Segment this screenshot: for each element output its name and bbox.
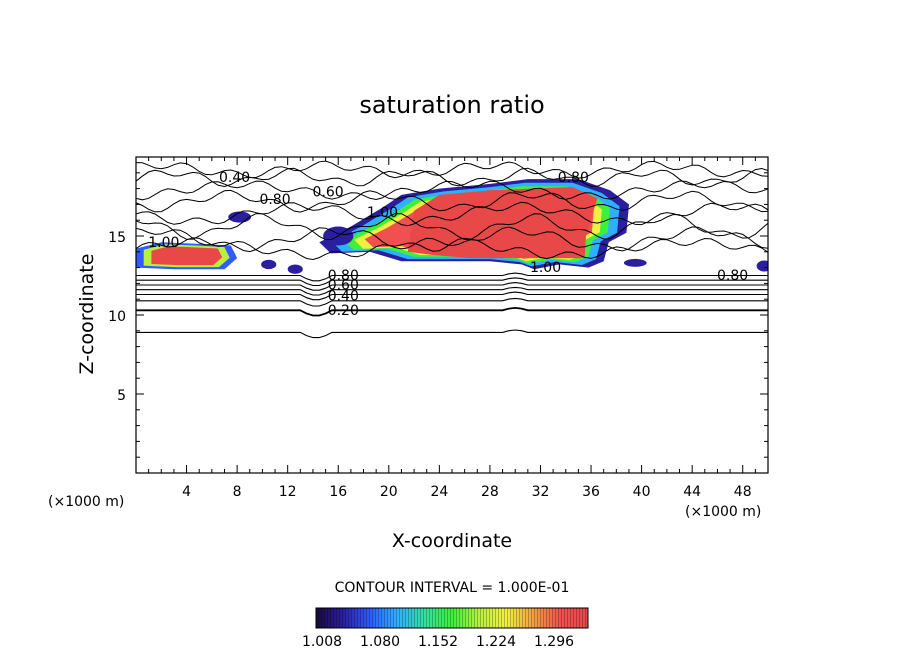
cloud-patch bbox=[261, 259, 277, 270]
contour-label: 0.20 bbox=[328, 303, 359, 319]
y-axis-label: Z-coordinate bbox=[76, 254, 98, 375]
contour-line bbox=[136, 212, 768, 241]
y-tick-label: 15 bbox=[108, 230, 126, 246]
contour-label: 1.00 bbox=[148, 235, 179, 251]
cloud-core bbox=[407, 187, 598, 259]
cloud-patch bbox=[287, 264, 303, 274]
contour-label: 0.80 bbox=[259, 192, 290, 208]
cloud-patch bbox=[756, 260, 768, 272]
contour-line bbox=[136, 306, 768, 317]
x-tick-label: 8 bbox=[233, 484, 242, 500]
y-tick-label: 10 bbox=[108, 309, 126, 325]
x-tick-label: 28 bbox=[481, 484, 499, 500]
colorbar-tick-label: 1.008 bbox=[302, 634, 342, 650]
contour-line bbox=[136, 201, 768, 227]
colorbar-tick-label: 1.296 bbox=[534, 634, 574, 650]
contour-line bbox=[136, 189, 768, 213]
x-axis: 4 8 12 16 20 24 28 32 36 40 44 48 bbox=[148, 157, 756, 500]
contour-line bbox=[136, 167, 768, 188]
x-axis-label: X-coordinate bbox=[392, 530, 512, 552]
x-tick-label: 4 bbox=[182, 484, 191, 500]
plot-area bbox=[136, 157, 768, 473]
contour-line bbox=[136, 160, 768, 179]
contour-label: 0.60 bbox=[313, 184, 344, 200]
contour-label: 1.00 bbox=[530, 260, 561, 276]
contour-labels: 0.400.600.800.801.001.001.000.800.600.40… bbox=[148, 170, 748, 319]
contour-label: 0.80 bbox=[328, 268, 359, 284]
contour-line bbox=[136, 291, 768, 301]
x-tick-label: 32 bbox=[532, 484, 550, 500]
contour-line bbox=[136, 277, 768, 287]
contour-lines bbox=[136, 160, 768, 339]
contour-label: 0.60 bbox=[328, 278, 359, 294]
chart-title: saturation ratio bbox=[359, 91, 544, 119]
x-tick-label: 40 bbox=[633, 484, 651, 500]
contour-line bbox=[136, 329, 768, 339]
colorbar-tick-labels: 1.008 1.080 1.152 1.224 1.296 bbox=[302, 634, 574, 650]
contour-line bbox=[136, 272, 768, 282]
x-tick-label: 24 bbox=[430, 484, 448, 500]
x-tick-label: 48 bbox=[734, 484, 752, 500]
colorbar-tick-label: 1.152 bbox=[418, 634, 458, 650]
cloud-patch bbox=[623, 258, 647, 267]
y-axis: 5 10 15 bbox=[108, 172, 768, 458]
x-tick-label: 12 bbox=[279, 484, 297, 500]
colorbar-tick-label: 1.080 bbox=[360, 634, 400, 650]
contour-label: 1.00 bbox=[367, 205, 398, 221]
x-unit-right: (×1000 m) bbox=[685, 504, 761, 520]
contour-line bbox=[136, 297, 768, 307]
contour-line bbox=[136, 282, 768, 291]
colorbar-stripes bbox=[316, 608, 588, 628]
x-tick-label: 20 bbox=[380, 484, 398, 500]
cloud-band bbox=[151, 246, 223, 266]
contour-interval-note: CONTOUR INTERVAL = 1.000E-01 bbox=[335, 580, 570, 596]
contour-label: 0.80 bbox=[558, 170, 589, 186]
contour-label: 0.40 bbox=[328, 289, 359, 305]
contour-line bbox=[136, 180, 768, 201]
contour-label: 0.80 bbox=[717, 268, 748, 284]
contour-line bbox=[136, 286, 768, 296]
contour-line bbox=[136, 226, 768, 253]
supersaturated-field bbox=[136, 179, 768, 274]
colorbar-tick-label: 1.224 bbox=[476, 634, 516, 650]
colorbar-frame bbox=[315, 607, 589, 629]
contour-label: 0.40 bbox=[219, 170, 250, 186]
y-tick-label: 5 bbox=[117, 388, 126, 404]
x-tick-label: 16 bbox=[329, 484, 347, 500]
contour-line bbox=[136, 237, 768, 261]
x-tick-label: 36 bbox=[582, 484, 600, 500]
x-tick-label: 44 bbox=[683, 484, 701, 500]
colorbar: 1.008 1.080 1.152 1.224 1.296 bbox=[302, 607, 589, 650]
x-unit-left: (×1000 m) bbox=[48, 494, 124, 510]
